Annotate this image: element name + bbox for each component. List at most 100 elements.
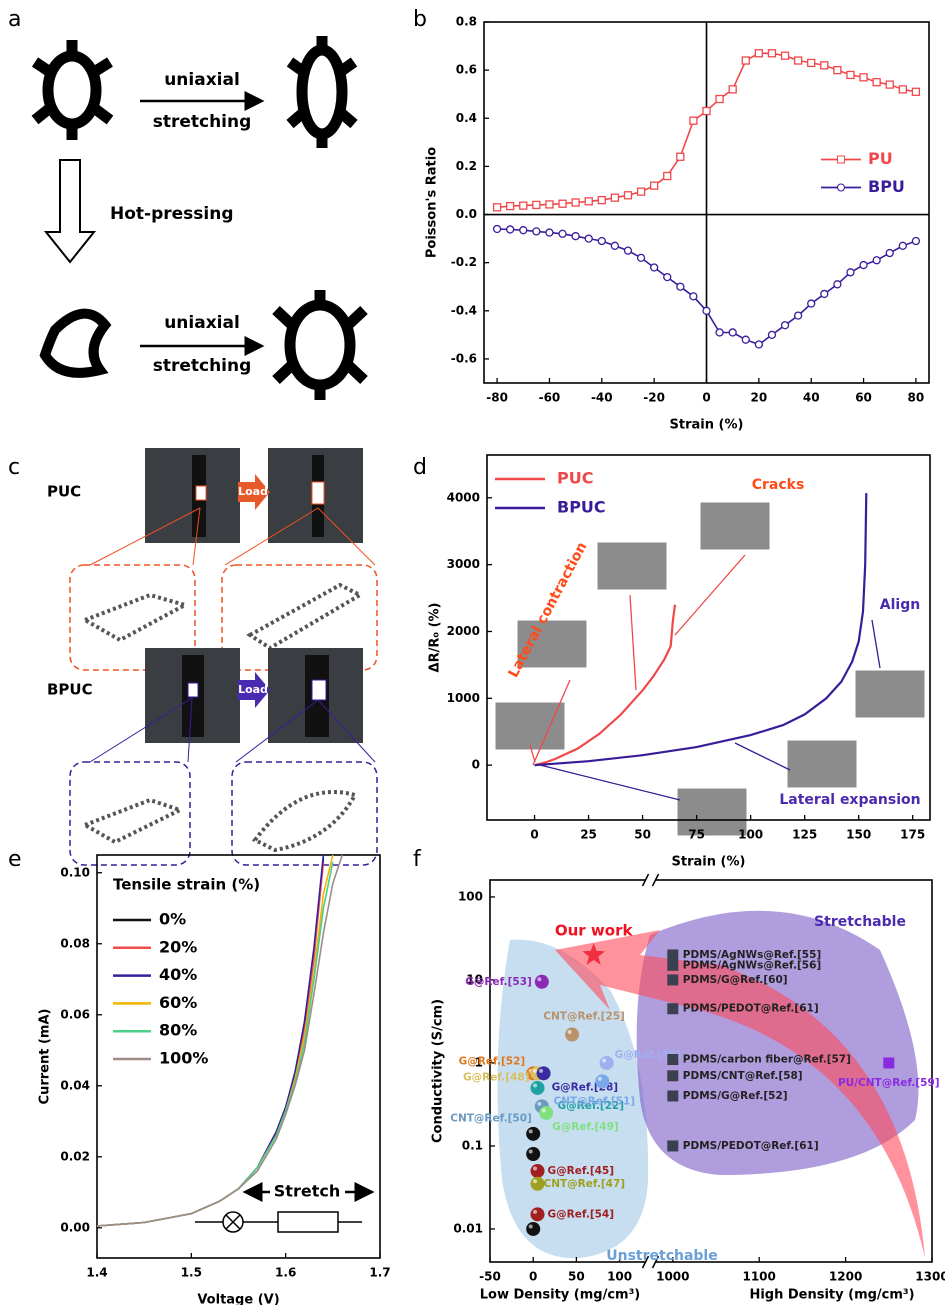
y-axis-label: Poisson's Ratio [425, 147, 440, 258]
legend-label: BPU [868, 177, 905, 196]
x-tick-label: 1.4 [86, 1266, 107, 1280]
marker [690, 293, 697, 300]
marker [729, 329, 736, 336]
point-label: CNT@Ref.[25] [543, 1011, 625, 1023]
x-tick-label: 1200 [829, 1270, 862, 1284]
ball-point [600, 1056, 614, 1070]
y-tick-label: 0.4 [456, 111, 477, 125]
square-point [667, 974, 678, 985]
marker [795, 57, 802, 64]
marker [768, 50, 775, 57]
marker [860, 262, 867, 269]
point-label: CNT@Ref.[50] [450, 1112, 532, 1124]
legend-title: Tensile strain (%) [113, 876, 260, 894]
y-tick-label: 100 [458, 889, 483, 903]
ball-highlight [529, 1224, 533, 1228]
annotation: Unstretchable [606, 1248, 717, 1264]
x-axis-label: Voltage (V) [197, 1293, 279, 1306]
panel-letter: b [413, 7, 427, 32]
marker [847, 71, 854, 78]
point-label: G@Ref.[52] [459, 1055, 526, 1067]
y-tick-label: 0.0 [456, 207, 477, 221]
arrow-label: uniaxial [164, 313, 240, 333]
marker [572, 199, 579, 206]
legend-label: PUC [557, 469, 593, 488]
series-line [97, 859, 323, 1226]
annotation: Align [880, 597, 920, 613]
x-axis-label: Strain (%) [670, 418, 744, 433]
x-tick-label: 0 [530, 828, 538, 842]
marker [782, 52, 789, 59]
legend-marker [838, 156, 845, 163]
x-tick-label: -40 [591, 391, 613, 405]
sem-insets [495, 502, 925, 836]
x-tick-label: 60 [855, 391, 872, 405]
annotation: Stretchable [814, 914, 906, 930]
panel-letter: e [8, 847, 22, 872]
x-tick-label: 75 [688, 828, 705, 842]
y-tick-label: -0.2 [451, 255, 477, 269]
marker [860, 74, 867, 81]
point-label: PU/CNT@Ref.[59] [838, 1077, 940, 1089]
marker [533, 201, 540, 208]
y-tick-label: 0.8 [456, 15, 477, 29]
x-tick-label: 40 [803, 391, 820, 405]
legend-label: 60% [159, 993, 197, 1012]
marker [729, 86, 736, 93]
series-line [97, 855, 333, 1226]
point-label: PDMS/G@Ref.[52] [683, 1090, 788, 1102]
y-tick-label: 0.2 [456, 159, 477, 173]
marker [716, 329, 723, 336]
ball-highlight [537, 977, 541, 981]
ball-highlight [533, 1069, 537, 1073]
point-label: CNT@Ref.[51] [554, 1095, 636, 1107]
y-axis-label: Current (mA) [38, 1009, 53, 1105]
x-tick-label: 1300 [915, 1270, 945, 1284]
marker [585, 235, 592, 242]
point-label: Our work [555, 921, 634, 939]
marker [768, 331, 775, 338]
arrow-label: Hot-pressing [110, 204, 234, 224]
x-tick-label: 175 [900, 828, 925, 842]
marker [507, 203, 514, 210]
ball-point [526, 1222, 540, 1236]
marker [611, 242, 618, 249]
series-line [97, 855, 342, 1226]
y-tick-label: 0.6 [456, 63, 477, 77]
legend-label: 100% [159, 1049, 208, 1068]
square-point [883, 1057, 894, 1068]
marker [677, 153, 684, 160]
row-label: BPUC [47, 681, 93, 699]
y-tick-label: 0.06 [60, 1007, 90, 1021]
square-point [667, 1054, 678, 1065]
x-tick-label: 1000 [656, 1270, 689, 1284]
marker [716, 96, 723, 103]
arrow-label: Load [238, 683, 268, 696]
ball-highlight [598, 1077, 602, 1081]
series-line [97, 862, 323, 1226]
x-tick-label: 1.6 [275, 1266, 296, 1280]
marker [899, 86, 906, 93]
point-label: G@Ref.[53] [465, 976, 532, 988]
point-label: PDMS/PEDOT@Ref.[61] [683, 1003, 819, 1015]
x-tick-label: 0 [529, 1270, 537, 1284]
marker [899, 242, 906, 249]
point-label: PDMS/CNT@Ref.[58] [683, 1070, 803, 1082]
marker [782, 322, 789, 329]
ball-point [539, 1106, 553, 1120]
marker [598, 238, 605, 245]
point-label: CNT@Ref.[47] [544, 1178, 626, 1190]
x-tick-label: -50 [479, 1270, 501, 1284]
marker [912, 238, 919, 245]
marker [821, 290, 828, 297]
panel-letter: a [8, 7, 21, 32]
ball-highlight [533, 1179, 537, 1183]
marker [677, 283, 684, 290]
x-tick-label: 1100 [742, 1270, 775, 1284]
panel-letter: d [413, 455, 427, 480]
ball-point [595, 1074, 609, 1088]
hollow-arrow [46, 160, 94, 262]
point-label: PDMS/G@Ref.[60] [683, 974, 788, 986]
ball-highlight [539, 1069, 543, 1073]
marker [795, 312, 802, 319]
